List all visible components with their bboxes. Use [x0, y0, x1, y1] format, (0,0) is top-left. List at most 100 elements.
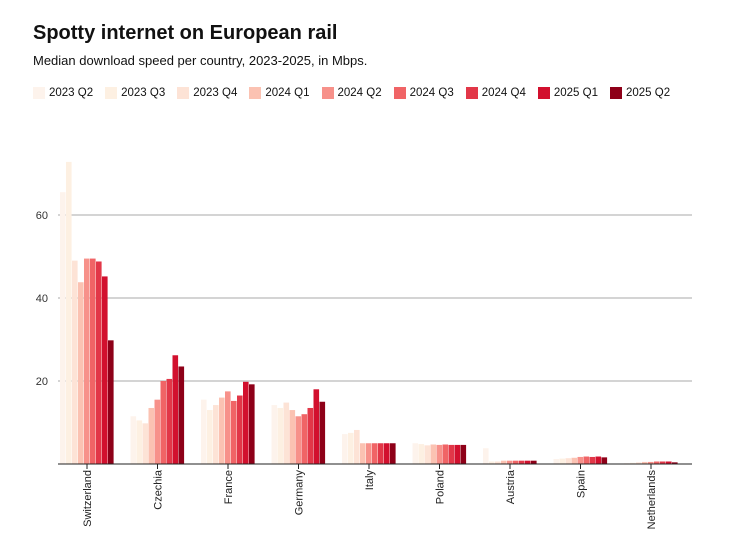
bar-spain-2023-q3 [559, 458, 566, 464]
bar-italy-2024-q3 [372, 443, 378, 464]
legend-swatch [177, 87, 190, 99]
bar-spain-2025-q2 [601, 457, 608, 464]
bar-austria-2023-q4 [495, 461, 501, 464]
y-tick-label: 20 [36, 376, 48, 388]
bar-poland-2025-q1 [454, 444, 461, 464]
bar-austria-2024-q1 [501, 460, 507, 464]
bar-switzerland-2023-q2 [60, 192, 66, 465]
bar-switzerland-2025-q2 [108, 340, 114, 464]
x-tick-label-poland: Poland [435, 470, 447, 504]
chart-title: Spotty internet on European rail [33, 22, 338, 44]
bar-austria-2023-q3 [489, 461, 495, 464]
bar-poland-2023-q4 [424, 445, 431, 464]
bar-germany-2025-q2 [319, 401, 326, 464]
x-tick-label-czechia: Czechia [153, 469, 165, 510]
bar-italy-2025-q1 [384, 443, 390, 464]
bar-france-2023-q4 [213, 405, 219, 464]
bar-germany-2023-q4 [283, 402, 290, 464]
legend-swatch [537, 87, 550, 99]
legend-swatch [33, 87, 45, 99]
bar-spain-2023-q2 [553, 459, 560, 464]
bar-switzerland-2024-q3 [90, 258, 96, 464]
bar-czechia-2024-q4 [166, 378, 173, 464]
bar-netherlands-2024-q1 [642, 461, 648, 464]
bar-italy-2023-q4 [354, 429, 360, 464]
bar-poland-2025-q2 [460, 444, 467, 464]
bar-poland-2024-q1 [430, 444, 437, 464]
bar-poland-2024-q3 [442, 444, 449, 464]
bar-czechia-2024-q3 [160, 381, 167, 464]
bar-germany-2025-q1 [313, 389, 320, 464]
bar-italy-2023-q3 [348, 432, 354, 464]
x-tick-label-switzerland: Switzerland [82, 470, 94, 527]
bar-netherlands-2024-q3 [654, 461, 660, 464]
bar-germany-2024-q4 [307, 407, 314, 464]
bar-france-2025-q1 [243, 381, 249, 464]
legend-swatch [321, 87, 334, 99]
bar-italy-2024-q4 [378, 443, 384, 464]
legend-label: 2024 Q1 [265, 87, 310, 99]
x-tick-label-austria: Austria [505, 469, 517, 504]
bar-netherlands-2024-q2 [648, 461, 654, 464]
bar-czechia-2023-q4 [142, 423, 149, 464]
legend-label: 2024 Q4 [481, 87, 526, 99]
legend-label: 2024 Q2 [337, 87, 382, 99]
x-tick-label-spain: Spain [576, 470, 588, 498]
bar-italy-2025-q2 [390, 443, 396, 464]
legend-item-2024-q1: 2024 Q1 [249, 87, 310, 99]
legend-label: 2025 Q2 [626, 87, 671, 99]
legend-swatch [105, 87, 118, 99]
bar-netherlands-2024-q4 [660, 461, 666, 464]
legend-item-2023-q3: 2023 Q3 [105, 87, 165, 99]
bar-france-2023-q3 [207, 410, 213, 464]
bar-germany-2023-q2 [271, 405, 278, 464]
legend-item-2024-q3: 2024 Q3 [393, 87, 454, 99]
bar-switzerland-2023-q4 [72, 260, 78, 464]
legend-label: 2025 Q1 [553, 87, 598, 99]
bar-poland-2023-q3 [418, 444, 425, 464]
bar-italy-2024-q2 [366, 443, 372, 464]
bar-spain-2024-q4 [589, 456, 596, 464]
bar-spain-2025-q1 [595, 456, 602, 464]
bar-germany-2024-q2 [295, 416, 302, 464]
bar-france-2023-q2 [201, 399, 207, 464]
bar-czechia-2024-q1 [148, 407, 155, 464]
legend-item-2023-q4: 2023 Q4 [177, 87, 237, 99]
legend-label: 2023 Q4 [193, 87, 238, 99]
bar-germany-2023-q3 [277, 407, 284, 464]
legend-item-2023-q2: 2023 Q2 [33, 87, 93, 99]
bar-austria-2025-q2 [531, 460, 537, 464]
bar-france-2024-q1 [219, 397, 225, 464]
legend-item-2024-q2: 2024 Q2 [321, 87, 382, 99]
bar-poland-2023-q2 [412, 443, 419, 464]
bar-germany-2024-q3 [301, 414, 308, 464]
legend-item-2024-q4: 2024 Q4 [465, 87, 526, 99]
bar-netherlands-2025-q2 [672, 462, 678, 464]
legend-item-2025-q1: 2025 Q1 [537, 87, 598, 99]
bar-netherlands-2023-q3 [630, 462, 636, 464]
bar-switzerland-2025-q1 [102, 276, 108, 464]
bar-spain-2024-q1 [571, 457, 578, 464]
legend-label: 2023 Q2 [49, 87, 94, 99]
bar-france-2024-q2 [225, 391, 231, 464]
bar-czechia-2024-q2 [154, 399, 161, 464]
y-tick-label: 60 [36, 210, 48, 222]
x-tick-label-germany: Germany [294, 470, 306, 516]
bar-germany-2024-q1 [289, 410, 296, 464]
bar-france-2024-q3 [231, 400, 237, 464]
bar-netherlands-2025-q1 [666, 461, 672, 464]
x-tick-label-italy: Italy [364, 470, 376, 491]
bar-spain-2024-q3 [583, 456, 590, 464]
bar-netherlands-2023-q4 [636, 462, 642, 464]
bar-austria-2025-q1 [525, 460, 531, 464]
legend-label: 2024 Q3 [409, 87, 454, 99]
chart-subtitle: Median download speed per country, 2023-… [33, 53, 368, 68]
y-tick-label: 40 [36, 293, 48, 305]
legend-swatch [393, 87, 406, 99]
bar-spain-2023-q4 [565, 458, 572, 464]
bar-poland-2024-q4 [448, 444, 455, 464]
x-tick-label-netherlands: Netherlands [646, 470, 658, 530]
bar-poland-2024-q2 [436, 444, 443, 464]
legend-item-2025-q2: 2025 Q2 [610, 87, 670, 99]
